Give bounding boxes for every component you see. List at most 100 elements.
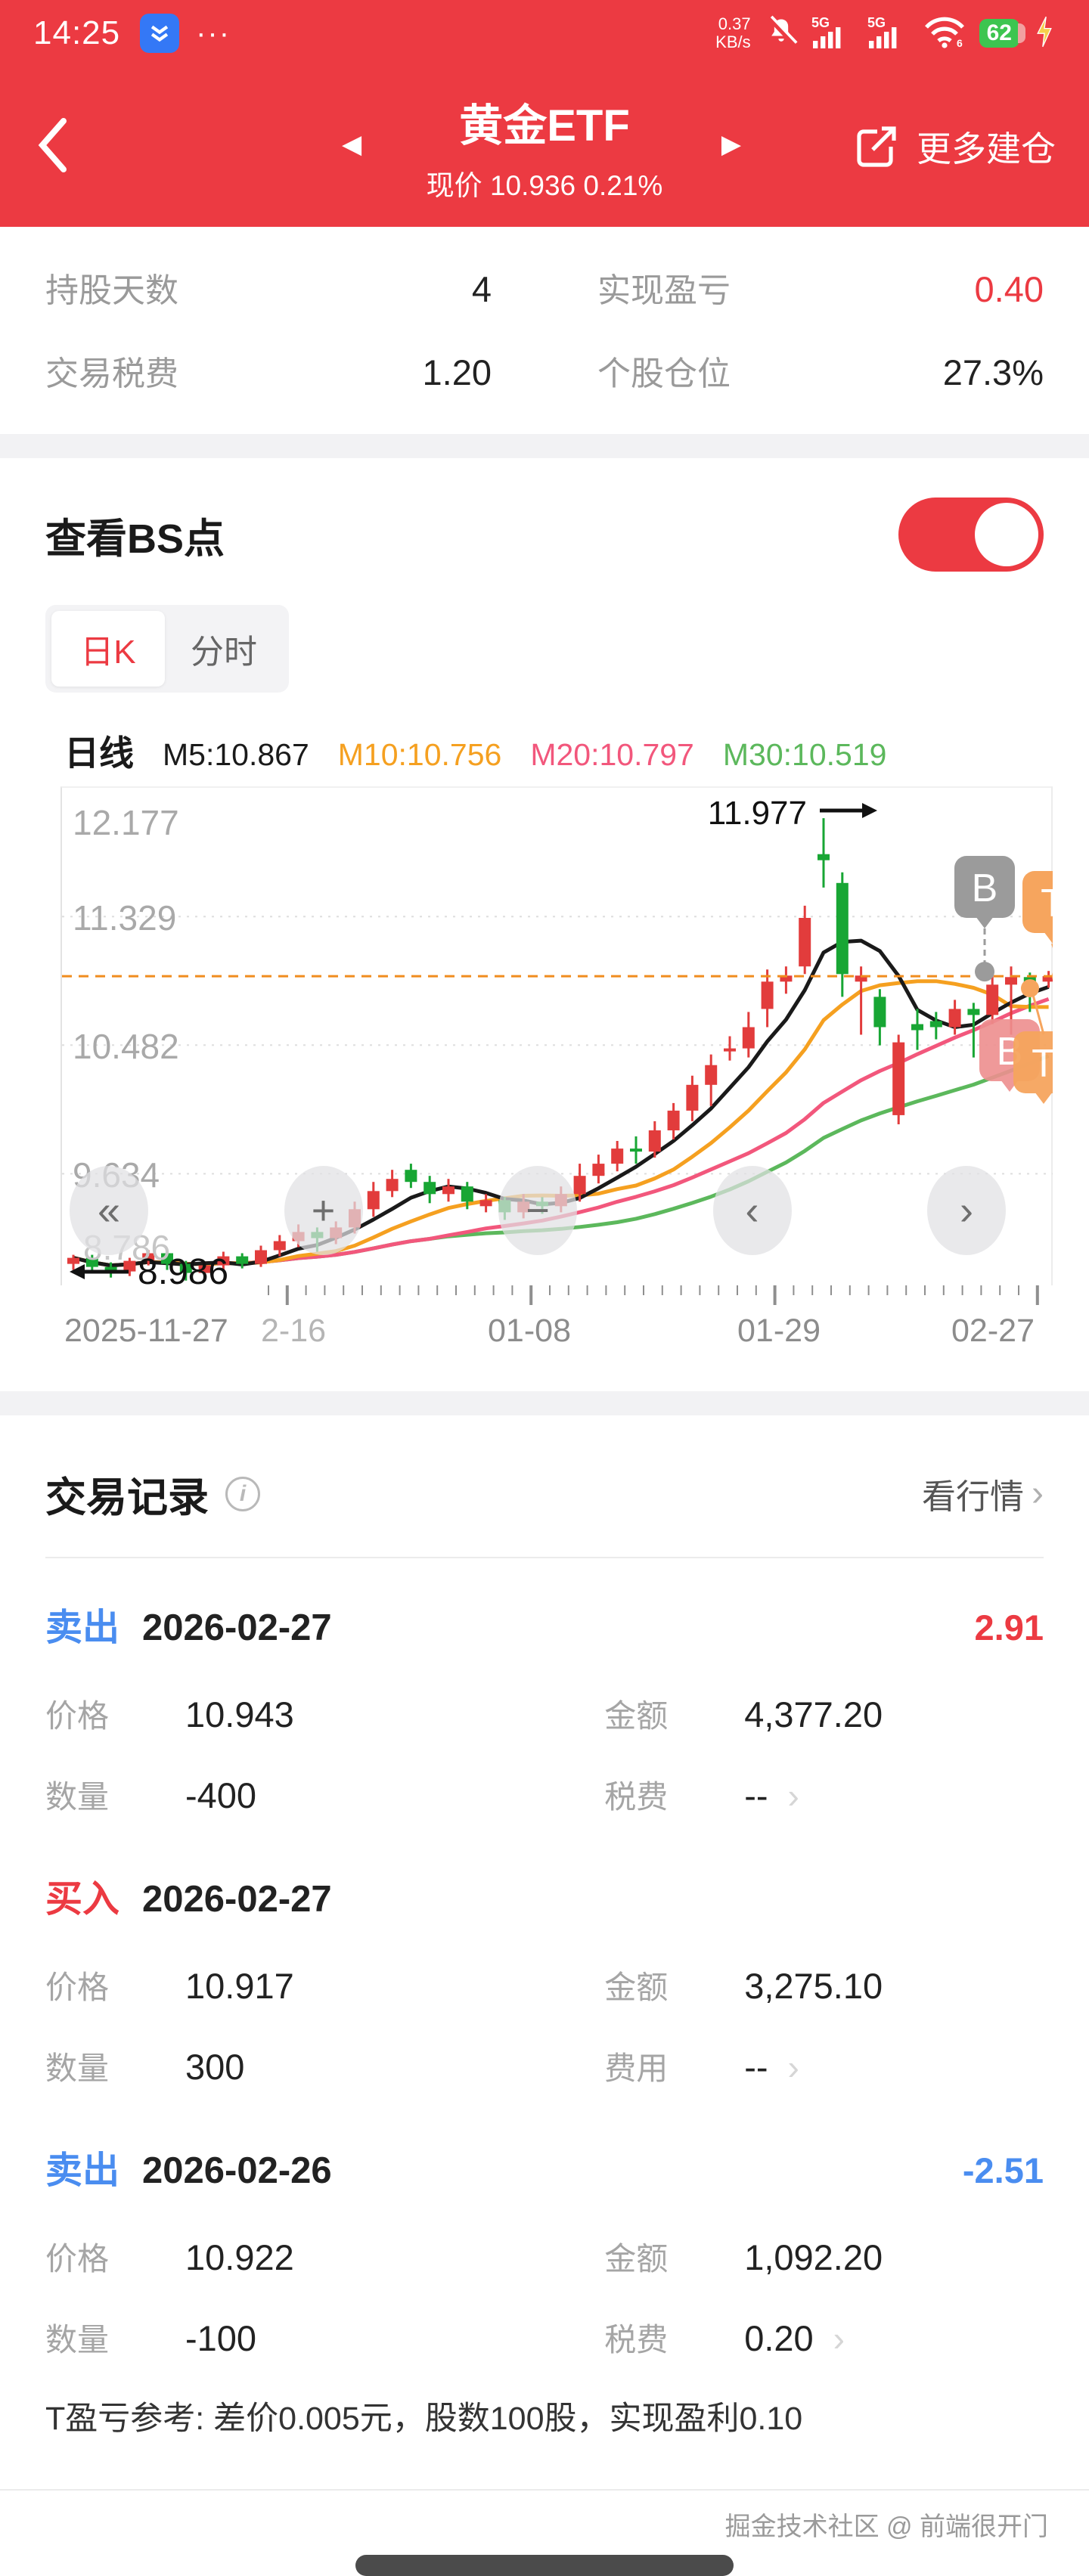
cell-signal-2-icon: 5G [867,14,910,54]
svg-text:T: T [1041,882,1053,925]
view-market-link[interactable]: 看行情 › [922,1474,1044,1516]
svg-text:8.986: 8.986 [138,1252,228,1287]
x-axis-label: 01-29 [737,1313,821,1349]
chevron-right-icon: › [787,2047,799,2087]
svg-text:12.177: 12.177 [73,803,179,842]
trade-records-title: 交易记录 [45,1475,209,1520]
ma10-legend: M10:10.756 [337,737,502,772]
battery-icon: 62 [979,19,1026,48]
current-price: 10.936 [489,170,576,201]
trade-fee-field[interactable]: 税费 -- › [604,1775,799,1815]
ma5-legend: M5:10.867 [163,737,309,772]
candlestick-chart[interactable]: 11.9778.7868.98612.17711.32910.4829.634B… [60,786,1053,1287]
trade-side-badge: 卖出 [45,2150,120,2191]
trade-fee-field[interactable]: 费用 -- › [604,2047,799,2087]
next-stock-icon[interactable]: ▶ [721,130,741,159]
svg-text:B: B [972,866,998,910]
section-divider [0,1391,1089,1415]
wifi-badge: 6 [957,37,963,48]
trade-pnl: -2.51 [962,2150,1044,2190]
trade-date: 2026-02-27 [142,1607,332,1648]
position-item: 交易税费 1.20 [45,352,492,392]
ma30-legend: M30:10.519 [722,737,887,772]
period-tabs: 日K 分时 [45,605,289,693]
more-position-label: 更多建仓 [917,129,1056,169]
pan-right-button[interactable]: › [927,1166,1006,1255]
trade-field: 数量 300 [45,2047,245,2087]
trade-fee-field[interactable]: 税费 0.20 › [604,2318,845,2358]
trade-field: 价格 10.943 [45,1694,294,1734]
x-axis-ticks [60,1285,1053,1308]
trade-field: 金额 1,092.20 [604,2237,883,2277]
tab-daily-k[interactable]: 日K [51,611,165,687]
svg-text:T: T [1032,1042,1053,1086]
trade-side-badge: 买入 [45,1879,120,1920]
tab-intraday[interactable]: 分时 [191,634,257,671]
x-axis-labels: 2025-11-27 2-16 01-08 01-29 02-27 [60,1308,1053,1355]
bs-points-toggle[interactable] [898,498,1044,572]
position-item: 持股天数 4 [45,269,492,309]
position-summary: 持股天数 4 实现盈亏 0.40 交易税费 1.20 个股仓位 27.3% [0,227,1089,434]
share-action[interactable]: 更多建仓 [853,121,1056,173]
share-icon [853,121,901,173]
x-axis-label: 02-27 [951,1313,1035,1349]
trade-field: 金额 3,275.10 [604,1966,883,2006]
wifi-icon: 6 [923,15,966,52]
bell-off-icon [765,15,798,52]
trade-date: 2026-02-27 [142,1879,332,1920]
price-change: 0.21% [583,170,663,201]
x-axis-label: 01-08 [488,1313,571,1349]
clock: 14:25 [33,14,121,51]
ma-legend: 日线 M5:10.867 M10:10.756 M20:10.797 M30:1… [64,726,1089,776]
trade-date: 2026-02-26 [142,2150,332,2191]
svg-text:5G: 5G [867,15,886,30]
toggle-knob [975,503,1038,566]
back-icon[interactable] [33,116,73,178]
cell-signal-1-icon: 5G [811,14,854,54]
trade-field: 数量 -400 [45,1775,257,1815]
header-center: ◀ 黄金ETF 现价 10.936 0.21% ▶ [0,90,1089,203]
x-axis-label: 2-16 [261,1313,327,1349]
svg-text:10.482: 10.482 [73,1027,179,1066]
watermark: 掘金技术社区 @ 前端很开门 [724,2512,1048,2541]
ma20-legend: M20:10.797 [530,737,694,772]
status-bar: 14:25 ··· 0.37 KB/s 5G 5G 6 62 [0,0,1089,67]
chevron-right-icon: › [833,2319,845,2358]
info-icon[interactable]: i [225,1476,260,1511]
position-item: 实现盈亏 0.40 [597,269,1044,309]
divider [45,1557,1044,1558]
trade-field: 价格 10.917 [45,1966,294,2006]
t-profit-note: T盈亏参考: 差价0.005元，股数100股，实现盈利0.10 [45,2401,803,2437]
current-price-line: 现价 10.936 0.21% [426,170,663,201]
period-label: 日线 [64,733,134,773]
more-notifications-icon: ··· [196,16,231,50]
chevron-right-icon: › [787,1776,799,1815]
zoom-out-all-button[interactable]: « [70,1166,148,1255]
chart-nav-buttons: « + − ‹ › [62,1166,1051,1255]
trade-pnl: 2.91 [974,1607,1044,1648]
position-item: 个股仓位 27.3% [597,352,1044,392]
trade-record: 卖出 2026-02-26 -2.51 价格 10.922 金额 1,092.20 … [0,2101,1089,2373]
notification-app-icon [140,14,180,53]
pan-left-button[interactable]: ‹ [712,1166,792,1255]
svg-text:5G: 5G [811,15,830,30]
svg-text:11.977: 11.977 [708,795,807,832]
stock-title: 黄金ETF [459,101,630,150]
zoom-in-button[interactable]: + [284,1166,363,1255]
chevron-right-icon: › [1032,1474,1044,1514]
trade-record: 买入 2026-02-27 价格 10.917 金额 3,275.10 数量 300 … [0,1830,1089,2101]
svg-text:11.329: 11.329 [73,898,176,938]
trade-field: 金额 4,377.20 [604,1694,883,1734]
x-axis-label: 2025-11-27 [64,1313,228,1349]
home-indicator[interactable] [355,2555,734,2576]
prev-stock-icon[interactable]: ◀ [342,130,362,159]
section-divider [0,434,1089,458]
network-speed: 0.37 KB/s [715,14,751,51]
charging-flash-icon [1033,15,1056,52]
trade-side-badge: 卖出 [45,1607,120,1648]
trade-record: 卖出 2026-02-27 2.91 价格 10.943 金额 4,377.20 数… [0,1558,1089,1830]
app-header: ◀ 黄金ETF 现价 10.936 0.21% ▶ 更多建仓 [0,67,1089,227]
trade-field: 数量 -100 [45,2318,257,2358]
trade-field: 价格 10.922 [45,2237,294,2277]
zoom-out-button[interactable]: − [498,1166,577,1255]
